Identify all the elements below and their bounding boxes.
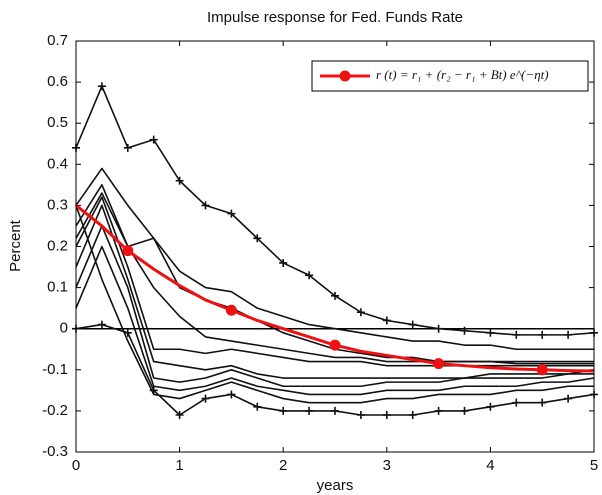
circle-marker bbox=[536, 364, 548, 376]
series-line bbox=[75, 196, 594, 367]
plus-marker bbox=[564, 330, 573, 339]
x-tick-label: 2 bbox=[279, 457, 287, 474]
plus-marker bbox=[227, 209, 236, 218]
x-tick-label: 1 bbox=[175, 457, 183, 474]
plus-marker bbox=[175, 176, 184, 185]
circle-marker bbox=[122, 245, 134, 257]
plus-marker bbox=[564, 394, 573, 403]
y-axis-label: Percent bbox=[7, 219, 24, 272]
plus-marker bbox=[305, 406, 314, 415]
plus-marker bbox=[460, 406, 469, 415]
series-line bbox=[75, 225, 594, 388]
plus-marker bbox=[253, 234, 262, 243]
plus-marker bbox=[538, 398, 547, 407]
plus-marker bbox=[356, 308, 365, 317]
plot-frame bbox=[75, 40, 595, 453]
series-line bbox=[75, 167, 594, 351]
plus-marker bbox=[201, 201, 210, 210]
plus-marker bbox=[97, 82, 106, 91]
plus-marker bbox=[408, 320, 417, 329]
plus-marker bbox=[382, 411, 391, 420]
plus-marker bbox=[279, 406, 288, 415]
series-line bbox=[75, 192, 594, 363]
plus-marker bbox=[227, 390, 236, 399]
plus-marker bbox=[434, 324, 443, 333]
x-tick-label: 3 bbox=[383, 457, 391, 474]
y-tick-label: 0.7 bbox=[47, 32, 68, 49]
y-tick-label: 0.1 bbox=[47, 279, 68, 296]
y-tick-label: -0.1 bbox=[42, 361, 68, 378]
x-tick-label: 5 bbox=[590, 457, 598, 474]
plus-marker bbox=[175, 411, 184, 420]
x-tick-label: 0 bbox=[72, 457, 80, 474]
circle-marker bbox=[225, 304, 237, 316]
y-tick-label: 0.4 bbox=[47, 155, 68, 172]
plus-marker bbox=[538, 330, 547, 339]
plus-marker bbox=[460, 326, 469, 335]
y-tick-label: 0.3 bbox=[47, 196, 68, 213]
plus-marker bbox=[331, 406, 339, 415]
chart-title: Impulse response for Fed. Funds Rate bbox=[207, 9, 463, 26]
series-line bbox=[75, 245, 595, 396]
plus-marker bbox=[356, 411, 365, 420]
legend-marker bbox=[339, 70, 351, 82]
plus-marker bbox=[434, 406, 443, 415]
y-tick-label: 0.5 bbox=[47, 114, 68, 131]
plus-marker bbox=[97, 320, 106, 329]
plus-marker bbox=[408, 411, 417, 420]
plus-marker bbox=[253, 402, 262, 411]
circle-marker bbox=[329, 339, 341, 351]
y-tick-label: -0.3 bbox=[42, 443, 68, 460]
plus-marker bbox=[149, 135, 158, 144]
plus-marker bbox=[123, 143, 132, 152]
plus-marker bbox=[512, 330, 521, 339]
legend-label: r (t) = r₁ + (r₂ − r₁ + Bt) e^(−ηt) bbox=[376, 67, 549, 82]
plus-marker bbox=[512, 398, 521, 407]
plus-marker bbox=[486, 402, 495, 411]
circle-marker bbox=[433, 358, 445, 370]
series-line bbox=[75, 205, 594, 404]
plus-marker bbox=[331, 291, 339, 300]
x-tick-label: 4 bbox=[486, 457, 494, 474]
series-line bbox=[75, 204, 595, 379]
plus-marker bbox=[279, 258, 288, 267]
x-axis-label: years bbox=[317, 477, 354, 494]
plus-marker bbox=[486, 328, 495, 337]
plus-marker bbox=[201, 394, 210, 403]
plus-marker bbox=[305, 271, 314, 280]
y-tick-label: 0 bbox=[60, 320, 68, 337]
y-tick-label: 0.6 bbox=[47, 73, 68, 90]
y-tick-label: 0.2 bbox=[47, 237, 68, 254]
plus-marker bbox=[382, 316, 391, 325]
y-tick-label: -0.2 bbox=[42, 402, 68, 419]
